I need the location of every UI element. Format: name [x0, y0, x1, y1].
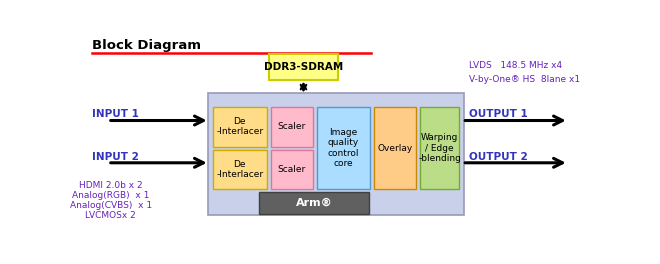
Text: LVDS   148.5 MHz x4: LVDS 148.5 MHz x4 [469, 61, 562, 70]
Text: INPUT 1: INPUT 1 [92, 109, 139, 119]
FancyBboxPatch shape [374, 107, 416, 189]
Text: De
-Interlacer: De -Interlacer [216, 117, 263, 136]
Text: V-by-One® HS  8lane x1: V-by-One® HS 8lane x1 [469, 75, 579, 84]
Text: De
-Interlacer: De -Interlacer [216, 160, 263, 179]
Text: Scaler: Scaler [278, 165, 306, 174]
FancyBboxPatch shape [208, 93, 463, 215]
Text: Analog(CVBS)  x 1: Analog(CVBS) x 1 [69, 201, 152, 210]
FancyBboxPatch shape [271, 150, 313, 189]
Text: DDR3-SDRAM: DDR3-SDRAM [264, 62, 343, 72]
Text: Overlay: Overlay [378, 144, 412, 153]
Text: OUTPUT 1: OUTPUT 1 [469, 109, 527, 119]
Text: OUTPUT 2: OUTPUT 2 [469, 152, 527, 162]
FancyBboxPatch shape [213, 150, 267, 189]
Text: Image
quality
control
core: Image quality control core [328, 128, 360, 168]
FancyBboxPatch shape [259, 192, 369, 214]
FancyBboxPatch shape [271, 107, 313, 147]
Text: Block Diagram: Block Diagram [92, 39, 201, 52]
Text: LVCMOSx 2: LVCMOSx 2 [85, 211, 136, 220]
Text: INPUT 2: INPUT 2 [92, 152, 139, 162]
Text: Warping
/ Edge
-blending: Warping / Edge -blending [418, 133, 461, 163]
FancyBboxPatch shape [269, 54, 338, 81]
FancyBboxPatch shape [420, 107, 459, 189]
FancyBboxPatch shape [213, 107, 267, 147]
Text: Scaler: Scaler [278, 122, 306, 131]
Text: Analog(RGB)  x 1: Analog(RGB) x 1 [72, 191, 149, 200]
Text: HDMI 2.0b x 2: HDMI 2.0b x 2 [79, 181, 143, 190]
Text: Arm®: Arm® [296, 198, 333, 208]
FancyBboxPatch shape [317, 107, 370, 189]
